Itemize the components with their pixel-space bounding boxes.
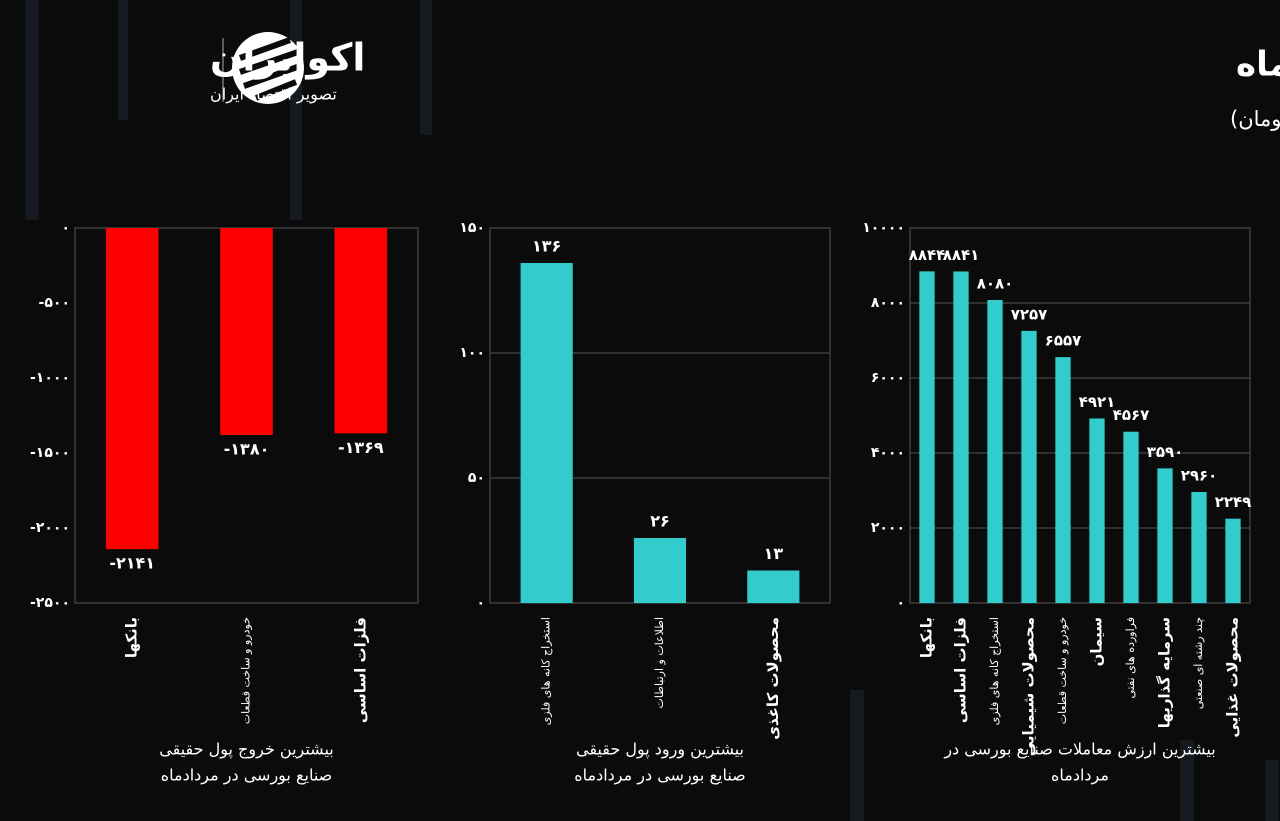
y-tick-label: -۲۰۰۰ — [30, 520, 70, 536]
bar — [1123, 431, 1139, 603]
value-label: ۱۳ — [764, 544, 784, 563]
y-tick-label: ۰ — [61, 220, 70, 236]
x-tick-label: سیمان — [1088, 617, 1106, 666]
x-tick-label: چند رشته ای صنعتی — [1192, 617, 1205, 709]
x-tick-label: خودرو و ساخت قطعات — [240, 617, 253, 724]
y-tick-label: ۱۰۰۰۰ — [862, 220, 905, 236]
value-label: ۴۹۲۱ — [1079, 393, 1116, 411]
y-tick-label: -۲۵۰۰ — [30, 595, 70, 611]
y-tick-label: ۶۰۰۰ — [871, 370, 905, 386]
x-tick-label: بانکها — [918, 617, 936, 658]
x-tick-label: بانکها — [123, 617, 141, 658]
y-tick-label: ۸۰۰۰ — [871, 295, 905, 311]
value-label: -۲۱۴۱ — [109, 554, 155, 573]
chart-caption: صنایع بورسی در مردادماه — [574, 766, 745, 786]
bar — [334, 228, 388, 434]
chart-caption: بیشترین خروج پول حقیقی — [159, 740, 333, 760]
x-tick-label: محصولات کاغذی — [764, 617, 782, 740]
value-label: ۴۵۶۷ — [1113, 406, 1150, 424]
y-tick-label: -۱۰۰۰ — [30, 370, 70, 386]
bar — [1055, 357, 1071, 603]
value-label: ۸۸۴۴ — [909, 246, 946, 264]
chart: ۰ ۵۰ ۱۰۰ ۱۵۰ استخراج کانه های فلزی ۱۳۶ اطلاعات… — [459, 220, 831, 786]
x-tick-label: فلزات اساسی — [952, 617, 970, 723]
value-label: ۲۹۶۰ — [1181, 467, 1218, 485]
bar — [1021, 330, 1037, 603]
y-tick-label: ۱۰۰ — [459, 345, 485, 361]
bar — [1225, 518, 1241, 603]
y-tick-label: ۲۰۰۰ — [871, 520, 905, 536]
tagline: تصویر اقتصاد ایران — [210, 85, 337, 105]
y-tick-label: ۰ — [896, 595, 905, 611]
value-label: ۱۳۶ — [532, 237, 561, 256]
x-tick-label: استخراج کانه های فلزی — [988, 617, 1001, 725]
y-tick-label: ۱۵۰ — [459, 220, 485, 236]
x-tick-label: محصولات شیمیایی — [1020, 617, 1038, 756]
bar — [919, 271, 935, 603]
chart-caption: صنایع بورسی در مردادماه — [161, 766, 332, 786]
bar — [220, 228, 273, 435]
chart-caption: مردادماه — [1051, 766, 1109, 786]
value-label: ۳۵۹۰ — [1147, 443, 1184, 461]
chart-caption: بیشترین ورود پول حقیقی — [576, 740, 744, 760]
value-label: ۲۶ — [650, 512, 670, 531]
bar — [987, 300, 1003, 603]
value-label: -۱۳۶۹ — [338, 438, 384, 457]
y-tick-label: ۰ — [476, 595, 485, 611]
title: بررسی صنایع بورسی در مردادماه — [1236, 45, 1280, 85]
value-label: ۸۰۸۰ — [977, 275, 1014, 293]
chart: ۰ ۲۰۰۰ ۴۰۰۰ ۶۰۰۰ ۸۰۰۰ ۱۰۰۰۰ بانکها ۸۸۴۴ فلزات اس… — [862, 220, 1251, 786]
bar — [105, 228, 159, 550]
value-label: ۲۲۴۹ — [1215, 493, 1252, 511]
y-tick-label: ۵۰ — [468, 470, 485, 486]
brand: اکوایران — [210, 36, 365, 80]
x-tick-label: سرمایه گذاریها — [1156, 617, 1174, 728]
bar — [633, 538, 687, 603]
value-label: -۱۳۸۰ — [224, 440, 270, 459]
x-tick-label: اطلاعات و ارتباطات — [653, 617, 666, 709]
bar — [1089, 418, 1105, 603]
value-label: ۸۸۴۱ — [943, 246, 980, 264]
value-label: ۷۲۵۷ — [1011, 305, 1048, 323]
bar — [953, 271, 969, 603]
subtitle: (واحد: میلیارد تومان) — [1230, 107, 1280, 131]
x-tick-label: فلزات اساسی — [351, 617, 369, 723]
chart-caption: بیشترین ارزش معاملات صنایع بورسی در — [943, 740, 1215, 760]
value-label: ۶۵۵۷ — [1045, 332, 1082, 350]
x-tick-label: خودرو و ساخت قطعات — [1056, 617, 1069, 724]
bar — [520, 263, 573, 603]
bar — [1157, 468, 1173, 603]
bar — [747, 570, 800, 603]
x-tick-label: فراورده های نفتی — [1124, 617, 1137, 699]
logo: اکوایران تصویر اقتصاد ایران — [210, 32, 365, 105]
x-tick-label: محصولات غذایی — [1224, 617, 1242, 738]
bar — [1191, 492, 1207, 603]
chart: ۰ -۵۰۰ -۱۰۰۰ -۱۵۰۰ -۲۰۰۰ -۲۵۰۰ بانکها -۲۱۴۱ خودر… — [30, 220, 419, 786]
x-tick-label: استخراج کانه های فلزی — [540, 617, 553, 725]
y-tick-label: ۴۰۰۰ — [871, 445, 905, 461]
y-tick-label: -۵۰۰ — [39, 295, 70, 311]
y-tick-label: -۱۵۰۰ — [30, 445, 70, 461]
